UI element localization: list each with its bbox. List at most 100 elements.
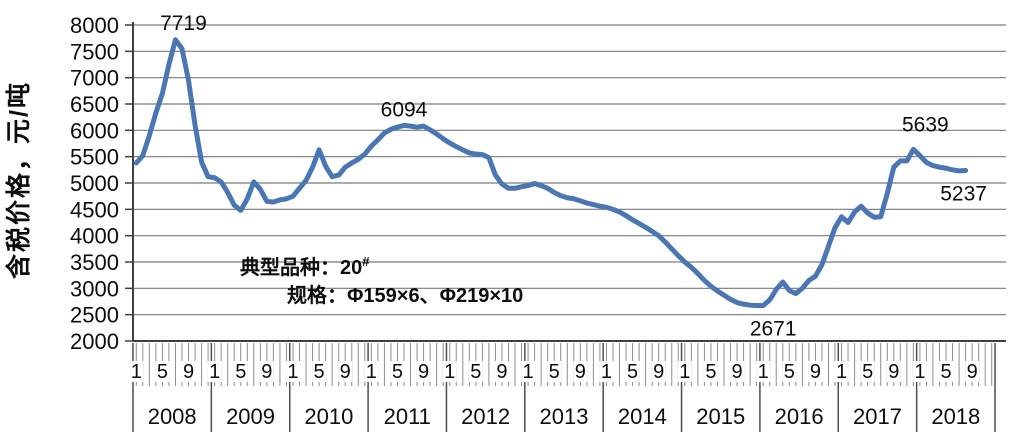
month-tick-label: 1 [523, 361, 534, 383]
month-label-bg [756, 361, 771, 382]
y-tick-label: 4000 [70, 224, 119, 249]
month-label-bg [285, 361, 300, 382]
year-label: 2011 [384, 404, 431, 429]
month-tick-label: 9 [967, 361, 978, 383]
month-label-bg [965, 361, 980, 382]
y-tick-label: 2000 [70, 329, 119, 354]
month-label-bg [259, 361, 274, 382]
note-specification: 规格：Φ159×6、Φ219×10 [287, 283, 523, 307]
month-tick-label: 9 [340, 361, 351, 383]
month-tick-label: 1 [131, 361, 142, 383]
month-tick-label: 9 [653, 361, 664, 383]
month-label-bg [338, 361, 353, 382]
y-tick-label: 7000 [70, 66, 119, 91]
month-label-bg [939, 361, 954, 382]
month-tick-label: 1 [758, 361, 769, 383]
note-typical-variety-text: 典型品种：20 [240, 255, 362, 279]
y-axis-title: 含税价格，元/吨 [4, 81, 33, 279]
y-tick-label: 3000 [70, 276, 119, 301]
month-label-bg [181, 361, 196, 382]
y-tick-label: 6500 [70, 92, 119, 117]
month-label-bg [625, 361, 640, 382]
data-label: 2671 [750, 318, 797, 341]
month-label-bg [390, 361, 405, 382]
month-tick-label: 5 [862, 361, 873, 383]
year-label: 2014 [618, 404, 667, 429]
month-tick-label: 5 [940, 361, 951, 383]
data-label: 6094 [381, 98, 428, 121]
month-tick-label: 1 [836, 361, 847, 383]
y-tick-label: 7500 [70, 39, 119, 64]
month-tick-label: 1 [366, 361, 377, 383]
month-tick-label: 9 [183, 361, 194, 383]
month-label-bg [364, 361, 379, 382]
month-label-bg [912, 361, 927, 382]
month-tick-label: 1 [679, 361, 690, 383]
month-tick-label: 5 [784, 361, 795, 383]
month-tick-label: 9 [731, 361, 742, 383]
month-label-bg [677, 361, 692, 382]
month-tick-label: 5 [157, 361, 168, 383]
y-tick-label: 3500 [70, 250, 119, 275]
year-label: 2010 [304, 404, 353, 429]
month-label-bg [442, 361, 457, 382]
month-tick-label: 5 [314, 361, 325, 383]
month-tick-label: 1 [287, 361, 298, 383]
month-tick-label: 9 [261, 361, 272, 383]
year-label: 2015 [696, 404, 745, 429]
month-label-bg [651, 361, 666, 382]
month-label-bg [834, 361, 849, 382]
year-label: 2008 [148, 404, 197, 429]
month-tick-label: 9 [496, 361, 507, 383]
y-tick-label: 8000 [70, 13, 119, 38]
year-label: 2009 [226, 404, 275, 429]
month-tick-label: 5 [705, 361, 716, 383]
month-label-bg [599, 361, 614, 382]
month-tick-label: 1 [914, 361, 925, 383]
data-label: 5639 [902, 113, 949, 136]
year-label: 2013 [540, 404, 589, 429]
month-tick-label: 1 [444, 361, 455, 383]
month-tick-label: 5 [549, 361, 560, 383]
month-label-bg [416, 361, 431, 382]
year-label: 2012 [461, 404, 510, 429]
month-tick-label: 5 [235, 361, 246, 383]
month-label-bg [521, 361, 536, 382]
note-typical-variety-sup: # [362, 254, 370, 269]
month-label-bg [730, 361, 745, 382]
y-tick-label: 5000 [70, 171, 119, 196]
month-label-bg [573, 361, 588, 382]
month-tick-label: 1 [209, 361, 220, 383]
y-tick-label: 5500 [70, 145, 119, 170]
month-label-bg [547, 361, 562, 382]
month-label-bg [129, 361, 144, 382]
month-tick-label: 5 [470, 361, 481, 383]
data-label: 7719 [160, 12, 207, 35]
month-label-bg [207, 361, 222, 382]
y-tick-label: 2500 [70, 303, 119, 328]
month-tick-label: 5 [627, 361, 638, 383]
month-tick-label: 1 [601, 361, 612, 383]
month-label-bg [886, 361, 901, 382]
price-series-line [133, 37, 969, 309]
month-label-bg [155, 361, 170, 382]
month-label-bg [233, 361, 248, 382]
month-label-bg [808, 361, 823, 382]
year-label: 2018 [931, 404, 980, 429]
month-tick-label: 9 [575, 361, 586, 383]
month-label-bg [703, 361, 718, 382]
y-tick-label: 4500 [70, 197, 119, 222]
year-label: 2016 [775, 404, 824, 429]
month-tick-label: 9 [418, 361, 429, 383]
year-label: 2017 [853, 404, 902, 429]
data-label: 5237 [940, 183, 987, 206]
month-tick-label: 9 [810, 361, 821, 383]
month-label-bg [468, 361, 483, 382]
month-tick-label: 9 [888, 361, 899, 383]
note-typical-variety: 典型品种：20# [240, 254, 370, 279]
y-tick-label: 6000 [70, 118, 119, 143]
plot-area: 2000250030003500400045005000550060006500… [70, 12, 1006, 432]
month-label-bg [782, 361, 797, 382]
